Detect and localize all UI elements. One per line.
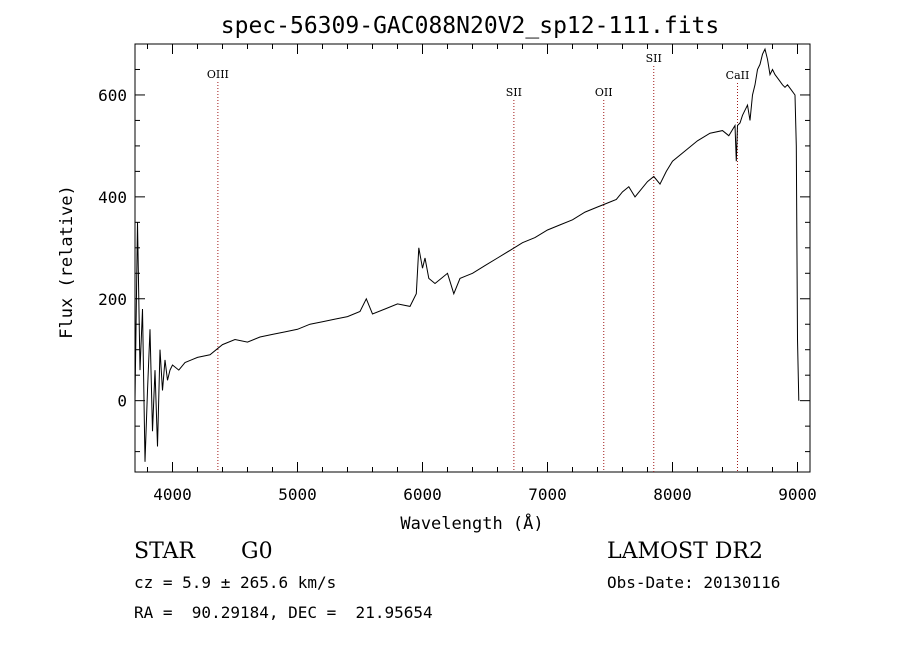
x-tick-labels: 4000 5000 6000 7000 8000 9000	[153, 485, 817, 504]
x-tick-label: 5000	[278, 485, 317, 504]
emission-line-label: OII	[595, 86, 613, 99]
emission-line-label: SII	[506, 86, 522, 99]
emission-line-label: SII	[646, 52, 662, 65]
plot-frame	[134, 43, 811, 473]
y-axis-label: Flux (relative)	[57, 185, 77, 339]
chart-title: spec-56309-GAC088N20V2_sp12-111.fits	[221, 13, 720, 39]
emission-line-label: CaII	[726, 69, 750, 82]
x-axis-label: Wavelength (Å)	[400, 512, 543, 534]
object-subclass: G0	[241, 539, 273, 564]
survey-name: LAMOST DR2	[607, 539, 763, 564]
observation-date: Obs-Date: 20130116	[607, 573, 781, 592]
y-tick-label: 400	[98, 188, 127, 207]
emission-line-label: OIII	[207, 68, 229, 81]
x-tick-label: 8000	[653, 485, 692, 504]
y-tick-labels: 0 200 400 600	[98, 86, 127, 411]
object-type: STAR	[134, 539, 195, 564]
x-tick-label: 4000	[153, 485, 192, 504]
x-tick-label: 7000	[528, 485, 567, 504]
emission-line-markers: OIII SII OII SII CaII	[207, 52, 749, 472]
x-tick-label: 6000	[403, 485, 442, 504]
y-tick-label: 200	[98, 290, 127, 309]
y-tick-label: 0	[117, 392, 127, 411]
coordinates-info: RA = 90.29184, DEC = 21.95654	[134, 603, 433, 622]
x-tick-label: 9000	[778, 485, 817, 504]
redshift-info: cz = 5.9 ± 265.6 km/s	[134, 573, 337, 592]
axis-ticks	[135, 43, 810, 472]
spectrum-line	[134, 47, 800, 462]
y-tick-label: 600	[98, 86, 127, 105]
